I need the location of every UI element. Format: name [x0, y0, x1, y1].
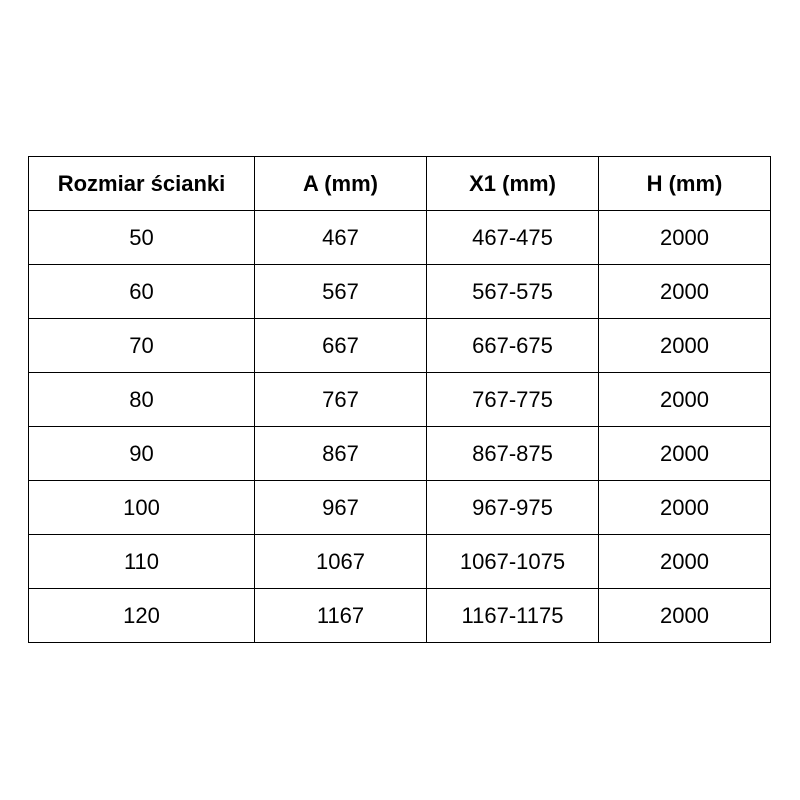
cell-a: 767	[254, 372, 427, 427]
cell-h: 2000	[598, 588, 771, 643]
table-row: 80 767 767-775 2000	[28, 372, 771, 427]
table-row: 60 567 567-575 2000	[28, 264, 771, 319]
cell-wall-size: 60	[28, 264, 255, 319]
cell-a: 1067	[254, 534, 427, 589]
cell-wall-size: 100	[28, 480, 255, 535]
cell-x1: 467-475	[426, 210, 599, 265]
cell-x1: 567-575	[426, 264, 599, 319]
cell-x1: 967-975	[426, 480, 599, 535]
cell-x1: 867-875	[426, 426, 599, 481]
cell-h: 2000	[598, 318, 771, 373]
cell-a: 967	[254, 480, 427, 535]
cell-x1: 767-775	[426, 372, 599, 427]
cell-x1: 667-675	[426, 318, 599, 373]
dimensions-table: Rozmiar ścianki A (mm) X1 (mm) H (mm) 50…	[28, 156, 771, 643]
cell-a: 1167	[254, 588, 427, 643]
table-row: 100 967 967-975 2000	[28, 480, 771, 535]
cell-wall-size: 90	[28, 426, 255, 481]
cell-wall-size: 50	[28, 210, 255, 265]
header-wall-size: Rozmiar ścianki	[28, 156, 255, 211]
header-a: A (mm)	[254, 156, 427, 211]
table-row: 110 1067 1067-1075 2000	[28, 534, 771, 589]
cell-wall-size: 110	[28, 534, 255, 589]
table-row: 90 867 867-875 2000	[28, 426, 771, 481]
cell-a: 867	[254, 426, 427, 481]
cell-wall-size: 80	[28, 372, 255, 427]
cell-wall-size: 70	[28, 318, 255, 373]
cell-h: 2000	[598, 210, 771, 265]
header-row: Rozmiar ścianki A (mm) X1 (mm) H (mm)	[28, 156, 771, 211]
header-x1: X1 (mm)	[426, 156, 599, 211]
cell-a: 567	[254, 264, 427, 319]
cell-x1: 1067-1075	[426, 534, 599, 589]
cell-h: 2000	[598, 426, 771, 481]
header-h: H (mm)	[598, 156, 771, 211]
table-row: 70 667 667-675 2000	[28, 318, 771, 373]
table-row: 50 467 467-475 2000	[28, 210, 771, 265]
cell-h: 2000	[598, 480, 771, 535]
cell-a: 467	[254, 210, 427, 265]
table-row: 120 1167 1167-1175 2000	[28, 588, 771, 643]
cell-wall-size: 120	[28, 588, 255, 643]
cell-x1: 1167-1175	[426, 588, 599, 643]
cell-h: 2000	[598, 264, 771, 319]
cell-h: 2000	[598, 372, 771, 427]
cell-h: 2000	[598, 534, 771, 589]
cell-a: 667	[254, 318, 427, 373]
